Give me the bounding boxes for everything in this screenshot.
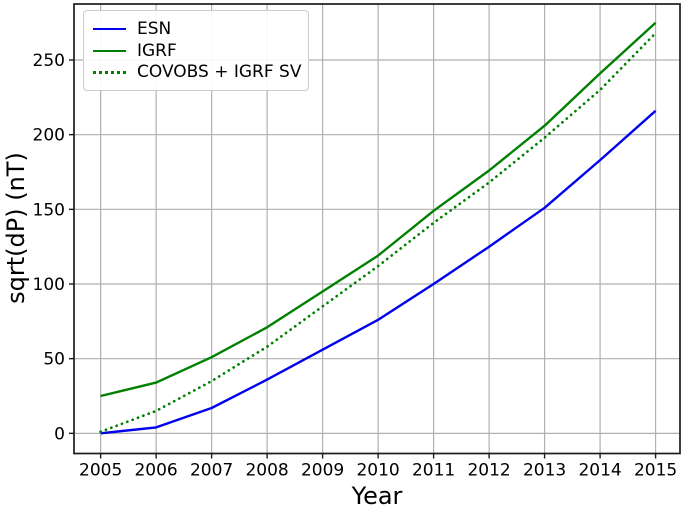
igrf-line-swatch — [93, 49, 126, 52]
y-tick-label: 150 — [33, 200, 65, 220]
x-tick-label: 2006 — [134, 461, 177, 481]
series-line-esn — [100, 109, 657, 435]
y-tick-label: 200 — [33, 126, 65, 146]
esn-line-swatch — [93, 27, 126, 30]
x-tick-label: 2015 — [634, 461, 677, 481]
legend-label: ESN — [137, 18, 172, 39]
x-tick-label: 2008 — [245, 461, 288, 481]
legend-item-esn: ESN — [93, 18, 299, 40]
legend: ESN IGRF COVOBS + IGRF SV — [83, 10, 309, 91]
x-tick-label: 2012 — [467, 461, 510, 481]
x-tick-label: 2005 — [79, 461, 122, 481]
x-tick-label: 2010 — [356, 461, 399, 481]
y-tick-label: 0 — [54, 424, 65, 444]
x-tick-label: 2007 — [190, 461, 233, 481]
legend-label: IGRF — [137, 40, 177, 61]
x-axis-title: Year — [351, 482, 403, 510]
y-tick-label: 250 — [33, 51, 65, 71]
y-axis-title: sqrt(dP) (nT) — [2, 152, 30, 304]
plot-border — [73, 3, 681, 455]
y-tick-label: 100 — [33, 275, 65, 295]
x-tick-label: 2009 — [301, 461, 344, 481]
y-tick-label: 50 — [43, 350, 65, 370]
series-line-covobs-igrf-sv — [99, 31, 657, 434]
legend-item-igrf: IGRF — [93, 40, 299, 62]
x-tick-label: 2013 — [523, 461, 566, 481]
legend-label: COVOBS + IGRF SV — [137, 62, 302, 83]
covobs-igrf-sv-line-swatch — [93, 70, 126, 74]
legend-item-covobs-igrf-sv: COVOBS + IGRF SV — [93, 61, 302, 83]
x-tick-label: 2014 — [578, 461, 621, 481]
x-tick-label: 2011 — [412, 461, 455, 481]
series-line-igrf — [100, 21, 657, 398]
